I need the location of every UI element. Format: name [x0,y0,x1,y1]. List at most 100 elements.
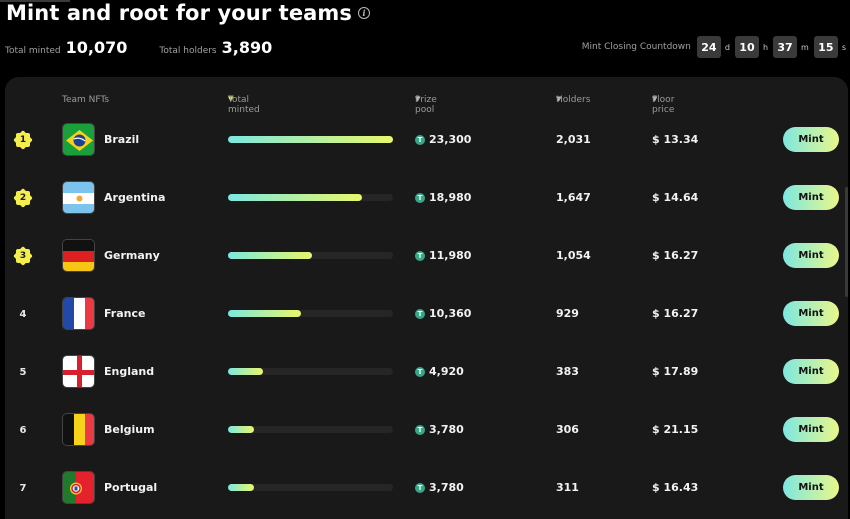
floor-price: $ 21.15 [652,423,699,436]
total-minted-bar [228,194,393,201]
total-minted-bar [228,252,393,259]
floor-price: $ 16.27 [652,249,699,262]
total-minted-value: 10,070 [65,38,128,57]
mint-countdown: Mint Closing Countdown 24 d 10 h 37 m 15… [582,36,846,58]
column-prize-pool-label: Prize pool [415,95,437,115]
countdown-days: 24 [696,36,721,58]
holders-count: 2,031 [556,133,591,146]
prize-pool: T 18,980 [415,191,471,204]
holders-count: 1,054 [556,249,591,262]
sort-down-icon: ▼ [652,95,658,103]
prize-pool: T 10,360 [415,307,471,320]
table-row[interactable]: 5 England T 4,920 383 $ 17.89 Mint [0,354,850,412]
tether-coin-icon: T [415,308,425,319]
holders-count: 306 [556,423,579,436]
holders-count: 383 [556,365,579,378]
mint-button[interactable]: Mint [783,359,839,384]
total-minted-bar-fill [228,252,313,259]
team-name[interactable]: Argentina [104,191,166,204]
total-minted-bar-fill [228,310,301,317]
prize-pool-value: 3,780 [429,481,464,494]
table-row[interactable]: 2 Argentina T 18,980 1,647 $ 14.64 Mint [0,180,850,238]
table-row[interactable]: 3 Germany T 11,980 1,054 $ 16.27 Mint [0,238,850,296]
prize-pool-value: 18,980 [429,191,472,204]
tether-coin-icon: T [415,424,425,435]
total-minted-bar-fill [228,368,263,375]
england-flag-icon [62,355,95,388]
info-icon[interactable]: i [358,7,371,19]
argentina-flag-icon [62,181,95,214]
countdown-hours: 10 [734,36,759,58]
sort-down-icon: ▼ [415,95,421,103]
prize-pool-value: 3,780 [429,423,464,436]
table-header: Team NFTs ▼ Total minted ▼ Prize pool ▼ Hol… [0,95,850,115]
mint-button[interactable]: Mint [783,417,839,442]
prize-pool: T 4,920 [415,365,464,378]
rank-number: 6 [19,424,27,436]
table-row[interactable]: 6 Belgium T 3,780 306 $ 21.15 Mint [0,412,850,470]
floor-price: $ 16.27 [652,307,699,320]
mint-button[interactable]: Mint [783,243,839,268]
rank-number: 7 [19,482,27,494]
sort-down-icon: ▼ [556,95,562,103]
summary-stats: Total minted 10,070 Total holders 3,890 [5,38,272,57]
table-row[interactable]: 4 France T 10,360 929 $ 16.27 Mint [0,296,850,354]
scrollbar[interactable] [845,187,848,297]
germany-flag-icon [62,239,95,272]
tether-coin-icon: T [415,250,425,261]
table-row[interactable]: 7 Portugal T 3,780 311 $ 16.43 Mint [0,470,850,519]
prize-pool-value: 23,300 [429,133,472,146]
portugal-flag-icon [62,471,95,504]
rank-number: 1 [19,135,27,145]
teams-table-panel [5,77,848,519]
countdown-seconds-unit: s [841,42,846,52]
mint-button[interactable]: Mint [783,301,839,326]
prize-pool: T 3,780 [415,481,464,494]
page-title: Mint and root for your teams i [6,1,371,25]
total-minted-bar [228,484,393,491]
prize-pool: T 23,300 [415,133,471,146]
floor-price: $ 16.43 [652,481,699,494]
rank-number: 4 [19,308,27,320]
team-name[interactable]: Germany [104,249,160,262]
prize-pool-value: 10,360 [429,307,472,320]
mint-button[interactable]: Mint [783,185,839,210]
holders-count: 1,647 [556,191,591,204]
total-minted-bar-fill [228,194,362,201]
prize-pool: T 11,980 [415,249,471,262]
sort-down-icon: ▼ [228,95,234,103]
total-holders-value: 3,890 [221,38,273,57]
column-total-minted-label: Total minted [228,95,260,115]
holders-count: 929 [556,307,579,320]
belgium-flag-icon [62,413,95,446]
team-name[interactable]: France [104,307,146,320]
mint-button[interactable]: Mint [783,127,839,152]
column-holders-label: Holders [556,95,591,105]
rank-number: 3 [19,251,27,261]
tether-coin-icon: T [415,366,425,377]
tether-coin-icon: T [415,192,425,203]
team-name[interactable]: Brazil [104,133,140,146]
team-name[interactable]: Portugal [104,481,158,494]
floor-price: $ 17.89 [652,365,699,378]
total-minted-bar [228,426,393,433]
column-team: Team NFTs [62,95,110,105]
countdown-label: Mint Closing Countdown [581,42,691,52]
rank-badge: 3 [13,246,33,266]
prize-pool-value: 11,980 [429,249,472,262]
prize-pool: T 3,780 [415,423,464,436]
total-holders-label: Total holders [159,46,217,56]
total-minted-bar [228,310,393,317]
total-minted-bar [228,136,393,143]
team-name[interactable]: Belgium [104,423,155,436]
floor-price: $ 13.34 [652,133,699,146]
tether-coin-icon: T [415,134,425,145]
rank-badge: 2 [13,188,33,208]
rank-number: 2 [19,193,27,203]
prize-pool-value: 4,920 [429,365,464,378]
table-row[interactable]: 1 Brazil T 23,300 2,031 $ 13.34 Mint [0,122,850,180]
countdown-seconds: 15 [813,36,838,58]
team-name[interactable]: England [104,365,155,378]
mint-button[interactable]: Mint [783,475,839,500]
rank-badge: 1 [13,130,33,150]
